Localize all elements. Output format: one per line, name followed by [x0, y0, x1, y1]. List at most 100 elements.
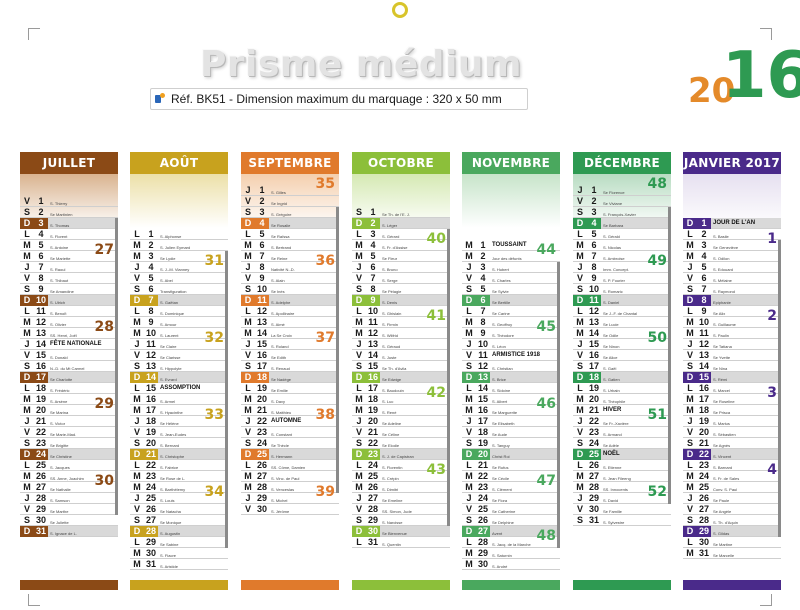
- day-number: 12: [698, 339, 709, 349]
- day-row: M 15 S. Albert: [462, 394, 560, 405]
- saint-name: S. Geoffroy: [492, 322, 513, 327]
- saint-name: Conv. S. Paul: [713, 487, 738, 492]
- marker-icon: [155, 93, 165, 105]
- day-row: J 18 Se Hélène: [130, 416, 228, 427]
- day-number: 27: [698, 504, 709, 514]
- weekday-letter: L: [577, 229, 583, 239]
- day-row: M 30 S. André: [462, 559, 560, 570]
- saint-name: S. Basile: [713, 234, 729, 239]
- saint-name: Se Flora: [492, 498, 508, 503]
- weekday-letter: M: [23, 405, 31, 415]
- week-number: 45: [536, 319, 556, 335]
- day-row: D 22 S. Vincent: [683, 449, 781, 460]
- day-number: 21: [256, 405, 267, 415]
- weekday-letter: V: [576, 273, 583, 283]
- day-number: 7: [591, 251, 597, 261]
- weekday-letter: M: [23, 251, 31, 261]
- day-row: M 19 S. René: [352, 405, 450, 416]
- day-row: S 7 S. Raymond: [683, 284, 781, 295]
- day-row: D 8 Epiphanie: [683, 295, 781, 306]
- weekday-letter: S: [133, 361, 140, 371]
- week-number: 3: [767, 385, 777, 401]
- day-row: D 6 Se Bertille: [462, 295, 560, 306]
- saint-name: S. Victor: [50, 421, 66, 426]
- day-row: V 18 Se Aude: [462, 427, 560, 438]
- day-number: 19: [698, 416, 709, 426]
- saint-name: Se Clarisse: [160, 355, 181, 360]
- saint-name: S. Christian: [492, 366, 513, 371]
- saint-name: S. Julien Eymard: [160, 245, 191, 250]
- day-row: S 17 S. Gaël: [573, 361, 671, 372]
- day-number: 23: [698, 460, 709, 470]
- day-row: S 24 Se Thècle: [241, 438, 339, 449]
- saint-name: S. Saturnin: [492, 553, 512, 558]
- weekday-letter: L: [687, 383, 693, 393]
- weekday-letter: M: [244, 328, 252, 338]
- day-number: 4: [370, 240, 376, 250]
- saint-name: Se Martinien: [50, 212, 73, 217]
- week-number: 2: [767, 308, 777, 324]
- week-number: 31: [204, 253, 224, 269]
- day-number: 16: [477, 405, 488, 415]
- weekday-letter: J: [466, 339, 472, 349]
- day-number: 9: [366, 295, 380, 306]
- day-row: S 22 Se Elodie: [352, 438, 450, 449]
- weekday-letter: V: [23, 427, 30, 437]
- day-number: 23: [256, 427, 267, 437]
- weekday-letter: J: [687, 493, 693, 503]
- saint-name: S. Bruno: [382, 267, 398, 272]
- weekday-letter: M: [355, 471, 363, 481]
- day-row: S 30 Se Juliette: [20, 515, 118, 526]
- weekday-letter: J: [687, 416, 693, 426]
- day-row: D 25 S. Hermann: [241, 449, 339, 460]
- day-row: M 23 Se Rose de L.: [130, 471, 228, 482]
- day-number: 11: [146, 339, 156, 349]
- day-row: V 27 Se Angèle: [683, 504, 781, 515]
- weekday-letter: L: [356, 383, 362, 393]
- weekday-letter: M: [133, 328, 141, 338]
- day-row: D 3 S. Thomas: [20, 218, 118, 229]
- saint-name: S. Raoul: [50, 267, 66, 272]
- day-row: J 28 S. Samson: [20, 493, 118, 504]
- day-number: 9: [148, 317, 154, 327]
- saint-name: S. Ambroise: [603, 256, 625, 261]
- day-number: 19: [588, 383, 599, 393]
- day-number: 14: [588, 328, 599, 338]
- day-number: 11: [255, 295, 269, 306]
- day-number: 29: [367, 515, 378, 525]
- day-number: 7: [144, 295, 158, 306]
- day-number: 20: [698, 427, 709, 437]
- saint-name: S. Firmin: [382, 322, 398, 327]
- saint-name: S. Odilon: [713, 256, 730, 261]
- weekday-letter: J: [466, 262, 472, 272]
- day-row: V 30 Se Famille: [573, 504, 671, 515]
- weekday-letter: M: [355, 328, 363, 338]
- weekday-letter: S: [465, 438, 472, 448]
- day-number: 27: [256, 471, 267, 481]
- weekday-letter: S: [686, 515, 693, 525]
- day-number: 20: [35, 405, 46, 415]
- saint-name: S. Marius: [713, 421, 730, 426]
- saint-name: S. Hubert: [492, 267, 509, 272]
- weekday-letter: M: [23, 394, 31, 404]
- month-header: NOVEMBRE: [462, 152, 560, 174]
- day-row: L 25 S. Jacques: [20, 460, 118, 471]
- day-number: 22: [697, 449, 711, 460]
- saint-name: S. Apollinaire: [271, 311, 295, 316]
- saint-name: Transfiguration: [160, 289, 187, 294]
- day-row: D 20 Christ Roi: [462, 449, 560, 460]
- weekday-letter: L: [577, 306, 583, 316]
- day-number: 31: [34, 526, 48, 537]
- day-row: M 21 HIVER: [573, 405, 671, 416]
- day-number: 14: [256, 328, 267, 338]
- weekday-letter: M: [576, 251, 584, 261]
- weekday-letter: L: [24, 460, 30, 470]
- header-gradient: [462, 174, 560, 228]
- day-number: 26: [588, 460, 599, 470]
- weekday-letter: D: [130, 449, 144, 460]
- day-row: V 1 S. Thierry: [20, 196, 118, 207]
- day-row: M 10 S. Guillaume: [683, 317, 781, 328]
- weekday-letter: J: [245, 262, 251, 272]
- saint-name: Se Agnès: [713, 443, 731, 448]
- saint-name: SS. Côme, Damien: [271, 465, 306, 470]
